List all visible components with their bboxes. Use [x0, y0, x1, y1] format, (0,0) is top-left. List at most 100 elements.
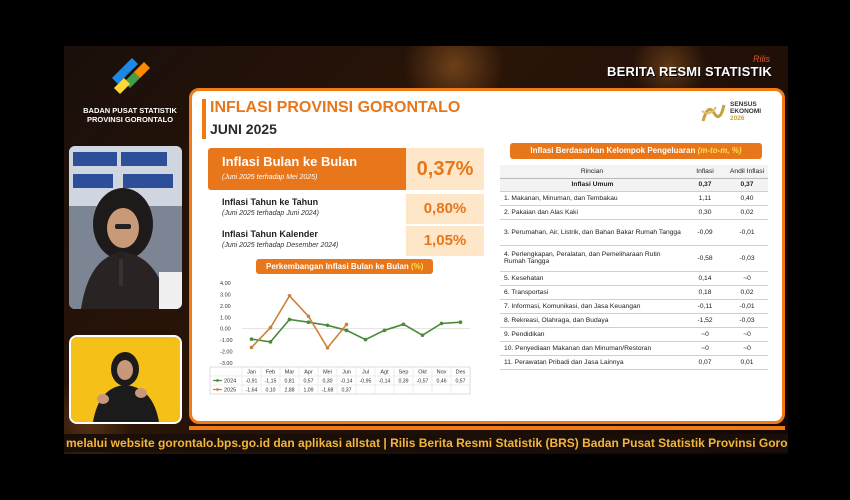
row-andil: -0,03 — [726, 245, 768, 272]
data-label-2025: 1,09 — [303, 388, 313, 394]
row-label: 8. Rekreasi, Olahraga, dan Budaya — [500, 313, 684, 328]
row-andil: ~0 — [726, 341, 768, 356]
x-tick-label: Jan — [247, 370, 256, 376]
legend-marker-2025 — [216, 388, 219, 391]
mtm-inflation-chart: 4.00 3.00 2.00 1.00 0.00 -1.00 -2.00 -3.00 Jan Fe… — [209, 281, 471, 395]
card-title: INFLASI PROVINSI GORONTALO — [210, 99, 461, 116]
card-footer-strip — [189, 426, 785, 430]
x-tick-label: Mei — [323, 370, 332, 376]
data-label-2024: -0,91 — [246, 379, 258, 385]
y-tick-label: 1.00 — [220, 315, 231, 321]
row-label: 4. Perlengkapan, Peralatan, dan Pemeliha… — [500, 245, 684, 272]
data-label-2024: 0,30 — [322, 379, 332, 385]
table-row: 11. Perawatan Pribadi dan Jasa Lainnya 0,… — [500, 355, 768, 370]
table-row: 5. Kesehatan 0,14 ~0 — [500, 271, 768, 286]
x-tick-label: Mar — [285, 370, 295, 376]
y-tick-label: 4.00 — [220, 281, 231, 287]
data-label-2024: 0,81 — [284, 379, 294, 385]
row-andil: ~0 — [726, 271, 768, 286]
col-inflasi: Inflasi — [684, 165, 726, 179]
data-point-2025 — [268, 325, 273, 330]
data-point-2025 — [325, 346, 330, 350]
col-andil: Andil Inflasi — [726, 165, 768, 179]
news-ticker: melalui website gorontalo.bps.go.id dan … — [64, 434, 788, 452]
row-label: 11. Perawatan Pribadi dan Jasa Lainnya — [500, 355, 684, 370]
row-inflasi: ~0 — [684, 341, 726, 356]
x-tick-label: Nov — [437, 370, 447, 376]
card-period: JUNI 2025 — [210, 121, 277, 137]
stat-ytd-sub: (Juni 2025 terhadap Desember 2024) — [222, 242, 339, 249]
data-point-2025 — [306, 314, 311, 319]
data-point-2024 — [344, 328, 349, 333]
legend-marker-2024 — [216, 379, 219, 382]
x-tick-label: Des — [456, 370, 466, 376]
data-point-2024 — [249, 337, 254, 341]
data-label-2025: -1,64 — [246, 388, 258, 394]
data-label-2024: -0,95 — [360, 379, 372, 385]
expenditure-group-table: Rincian Inflasi Andil Inflasi Inflasi Um… — [500, 165, 768, 370]
total-andil: 0,37 — [726, 178, 768, 192]
row-andil: -0,01 — [726, 219, 768, 246]
data-label-2024: 0,57 — [303, 379, 313, 385]
table-row: 6. Transportasi 0,18 0,02 — [500, 285, 768, 300]
y-tick-label: 2.00 — [220, 304, 231, 310]
data-point-2024 — [439, 321, 444, 326]
sensus-year: 2026 — [730, 115, 745, 122]
chart-title: Perkembangan Inflasi Bulan ke Bulan (%) — [256, 259, 434, 274]
chart-title-unit: (%) — [410, 262, 424, 271]
data-label-2024: -1,15 — [265, 379, 277, 385]
bps-logo-icon — [112, 58, 150, 94]
x-tick-label: Agt — [380, 370, 389, 376]
data-point-2024 — [382, 328, 387, 333]
x-tick-label: Jul — [362, 370, 369, 376]
stat-yoy-name: Inflasi Tahun ke Tahun — [222, 197, 319, 207]
org-line-2: PROVINSI GORONTALO — [86, 115, 174, 124]
data-point-2024 — [306, 320, 311, 324]
row-inflasi: ~0 — [684, 327, 726, 342]
table-row: 8. Rekreasi, Olahraga, dan Budaya -1,52 -0… — [500, 313, 768, 328]
total-label: Inflasi Umum — [500, 178, 684, 192]
table-row: 7. Informasi, Komunikasi, dan Jasa Keuan… — [500, 299, 768, 314]
data-label-2025: 0,37 — [341, 388, 351, 394]
series-line-2024 — [251, 318, 461, 343]
x-tick-label: Apr — [304, 370, 313, 376]
series-line-2025 — [250, 294, 348, 350]
row-label: 7. Informasi, Komunikasi, dan Jasa Keuan… — [500, 299, 684, 314]
table-row-total: Inflasi Umum 0,37 0,37 — [500, 178, 768, 192]
table-title: Inflasi Berdasarkan Kelompok Pengeluaran… — [510, 143, 762, 159]
row-andil: 0,40 — [726, 191, 768, 206]
data-point-2024 — [363, 337, 368, 342]
row-inflasi: -1,52 — [684, 313, 726, 328]
sensus-text: SENSUS EKONOMI — [730, 101, 761, 115]
table-row: 1. Makanan, Minuman, dan Tembakau 1,11 0,4… — [500, 191, 768, 206]
data-point-2024 — [458, 320, 463, 324]
stat-mtm-sub: (Juni 2025 terhadap Mei 2025) — [222, 174, 318, 181]
stat-ytd-name: Inflasi Tahun Kalender — [222, 229, 318, 239]
row-inflasi: -0,09 — [684, 219, 726, 246]
y-tick-label: -2.00 — [220, 350, 233, 356]
data-point-2024 — [401, 322, 406, 327]
row-inflasi: 0,07 — [684, 355, 726, 370]
stat-year-to-date: Inflasi Tahun Kalender (Juni 2025 terhad… — [208, 226, 484, 256]
table-row: 4. Perlengkapan, Peralatan, dan Pemeliha… — [500, 245, 768, 272]
table-header-row: Rincian Inflasi Andil Inflasi — [500, 165, 768, 179]
row-label: 5. Kesehatan — [500, 271, 684, 286]
row-label: 10. Penyediaan Makanan dan Minuman/Resto… — [500, 341, 684, 356]
table-row: 10. Penyediaan Makanan dan Minuman/Resto… — [500, 341, 768, 356]
data-label-2024: 0,39 — [398, 379, 408, 385]
y-tick-label: -3.00 — [220, 361, 233, 367]
data-label-2024: -0,14 — [341, 379, 353, 385]
chart-data-table — [209, 366, 471, 395]
data-point-2024 — [287, 317, 292, 322]
legend-label-2024: 2024 — [224, 379, 236, 385]
y-tick-label: 3.00 — [220, 292, 231, 298]
data-label-2024: -0,57 — [417, 379, 429, 385]
row-andil: ~0 — [726, 327, 768, 342]
row-inflasi: -0,58 — [684, 245, 726, 272]
table-title-text: Inflasi Berdasarkan Kelompok Pengeluaran — [530, 146, 696, 155]
data-point-2024 — [325, 323, 330, 328]
row-label: 9. Pendidikan — [500, 327, 684, 342]
data-label-2025: 0,10 — [265, 388, 275, 394]
sign-interpreter-video — [69, 335, 182, 424]
sensus-line-2: EKONOMI — [730, 108, 762, 115]
